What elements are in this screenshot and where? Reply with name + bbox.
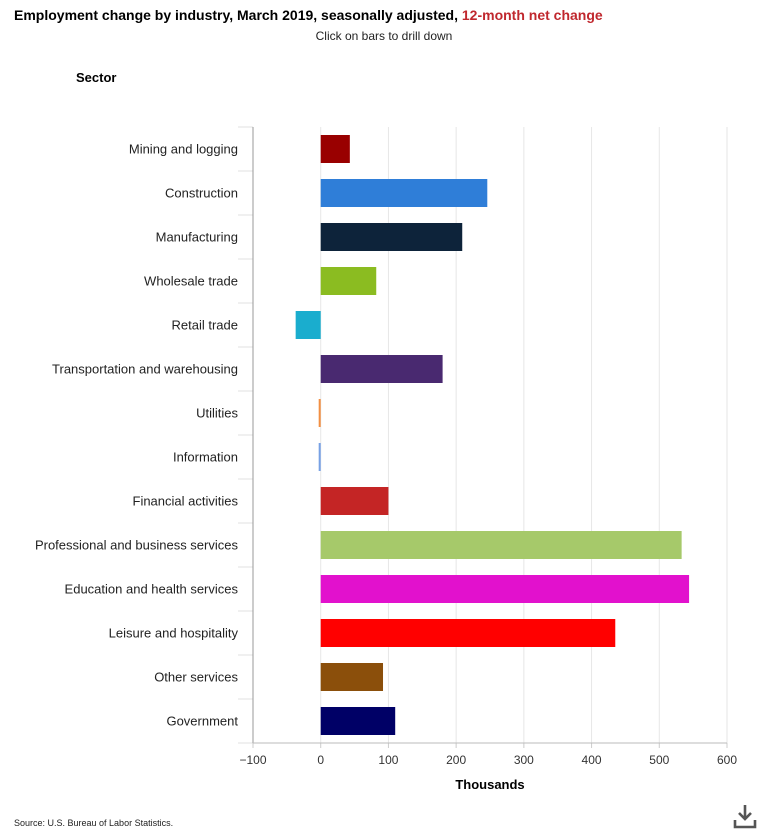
chart-title-main: Employment change by industry, March 201… <box>14 7 458 23</box>
bar-chart: Mining and logging Construction Manufactur… <box>35 126 737 792</box>
bar-other-services[interactable] <box>320 663 384 691</box>
category-label: Transportation and warehousing <box>52 362 238 377</box>
bar-retail-trade[interactable] <box>295 311 321 339</box>
x-tick-labels: −100 0 100 200 300 400 500 600 <box>239 753 737 767</box>
category-label: Information <box>173 450 238 465</box>
bar-mining-and-logging[interactable] <box>320 135 350 163</box>
chart-subtitle: Click on bars to drill down <box>315 29 453 43</box>
category-label: Retail trade <box>172 318 238 333</box>
x-tick-label: 500 <box>649 753 669 767</box>
category-label: Leisure and hospitality <box>109 626 239 641</box>
bar-utilities[interactable] <box>318 399 321 427</box>
bars <box>295 135 690 735</box>
x-tick-label: −100 <box>239 753 266 767</box>
download-icon[interactable] <box>733 803 757 829</box>
x-tick-label: 300 <box>514 753 534 767</box>
category-label: Mining and logging <box>129 142 238 157</box>
category-label: Education and health services <box>65 582 239 597</box>
bar-manufacturing[interactable] <box>320 223 463 251</box>
x-tick-label: 0 <box>317 753 324 767</box>
category-label: Construction <box>165 186 238 201</box>
category-label: Other services <box>154 670 238 685</box>
category-label: Professional and business services <box>35 538 239 553</box>
bar-construction[interactable] <box>320 179 488 207</box>
category-label: Wholesale trade <box>144 274 238 289</box>
x-tick-label: 600 <box>717 753 737 767</box>
bar-education-and-health-services[interactable] <box>320 575 690 603</box>
x-axis-title: Thousands <box>455 777 524 792</box>
chart-title-accent: 12-month net change <box>461 7 603 23</box>
bar-information[interactable] <box>318 443 321 471</box>
category-labels: Mining and logging Construction Manufactur… <box>35 142 239 729</box>
category-axis-title: Sector <box>76 70 117 85</box>
source-note: Source: U.S. Bureau of Labor Statistics. <box>14 818 174 828</box>
chart-title: Employment change by industry, March 201… <box>14 7 603 23</box>
gridlines <box>320 127 728 743</box>
x-tick-label: 200 <box>446 753 466 767</box>
bar-leisure-and-hospitality[interactable] <box>320 619 616 647</box>
x-tick-label: 100 <box>378 753 398 767</box>
bar-wholesale-trade[interactable] <box>320 267 377 295</box>
category-separators <box>238 126 253 744</box>
x-tick-label: 400 <box>582 753 602 767</box>
bar-professional-and-business-services[interactable] <box>320 531 682 559</box>
bar-government[interactable] <box>320 707 396 735</box>
category-label: Utilities <box>196 406 238 421</box>
bar-transportation-and-warehousing[interactable] <box>320 355 443 383</box>
category-label: Financial activities <box>133 494 239 509</box>
category-label: Government <box>166 714 238 729</box>
bar-financial-activities[interactable] <box>320 487 389 515</box>
category-label: Manufacturing <box>156 230 238 245</box>
axes <box>252 127 728 748</box>
